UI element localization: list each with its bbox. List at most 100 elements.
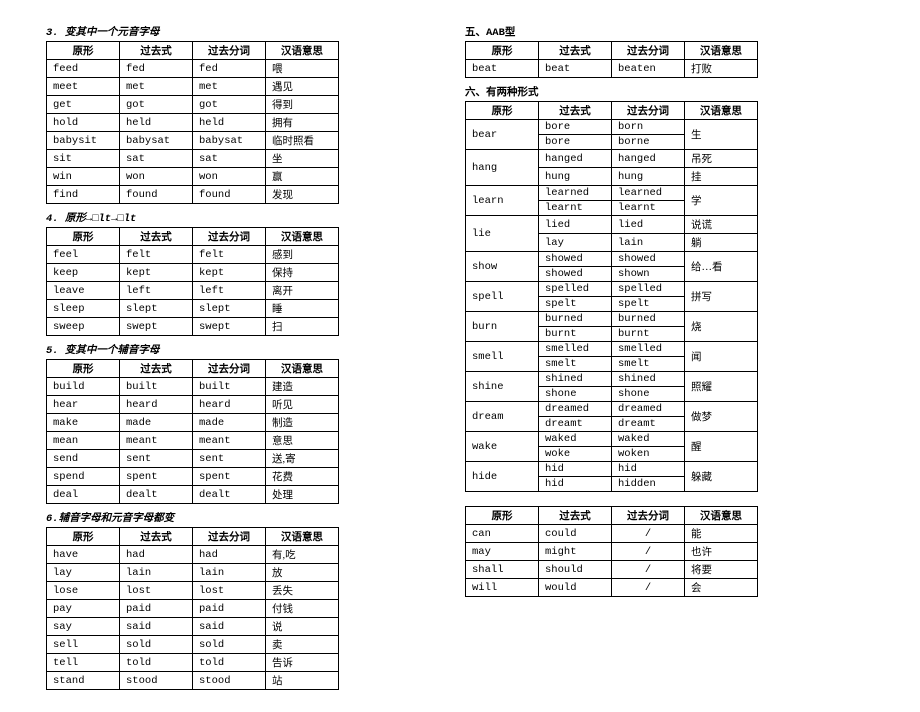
cell: dealt	[193, 486, 266, 504]
cell: stood	[193, 672, 266, 690]
cell: stand	[47, 672, 120, 690]
cell: spend	[47, 468, 120, 486]
cell-meaning: 照耀	[685, 372, 758, 402]
cell: sent	[193, 450, 266, 468]
table-row: willwould/会	[466, 579, 758, 597]
table-row: feedfedfed喂	[47, 60, 339, 78]
table-row: havehadhad有,吃	[47, 546, 339, 564]
cell-meaning: 学	[685, 186, 758, 216]
cell-meaning: 吊死	[685, 150, 758, 168]
table-row: sleepsleptslept睡	[47, 300, 339, 318]
table-row: spellspelledspelled拼写	[466, 282, 758, 297]
cell: smelt	[539, 357, 612, 372]
cell: waked	[612, 432, 685, 447]
right-column: 五、AAB型 原形过去式过去分词汉语意思 beatbeatbeaten打败 六、…	[459, 18, 758, 694]
cell: borne	[612, 135, 685, 150]
cell: sweep	[47, 318, 120, 336]
cell: might	[539, 543, 612, 561]
cell-base: shine	[466, 372, 539, 402]
cell: held	[193, 114, 266, 132]
cell: hanged	[539, 150, 612, 168]
table-row: feelfeltfelt感到	[47, 246, 339, 264]
cell: hid	[539, 477, 612, 492]
table-row: cancould/能	[466, 525, 758, 543]
cell: feed	[47, 60, 120, 78]
cell-base: hide	[466, 462, 539, 492]
cell-meaning: 放	[266, 564, 339, 582]
cell: spent	[193, 468, 266, 486]
cell: fed	[193, 60, 266, 78]
cell: meet	[47, 78, 120, 96]
cell: burnt	[539, 327, 612, 342]
table-row: loselostlost丢失	[47, 582, 339, 600]
cell: told	[120, 654, 193, 672]
cell: babysit	[47, 132, 120, 150]
cell-meaning: 得到	[266, 96, 339, 114]
cell-meaning: 说	[266, 618, 339, 636]
cell: had	[120, 546, 193, 564]
cell: got	[193, 96, 266, 114]
cell: sleep	[47, 300, 120, 318]
cell-meaning: 临时照看	[266, 132, 339, 150]
cell-meaning: 躲藏	[685, 462, 758, 492]
cell: lain	[612, 234, 685, 252]
cell: meant	[120, 432, 193, 450]
table-row: dreamdreameddreamed做梦	[466, 402, 758, 417]
cell: have	[47, 546, 120, 564]
table-row: sendsentsent送,寄	[47, 450, 339, 468]
cell-meaning: 拥有	[266, 114, 339, 132]
table-row: saysaidsaid说	[47, 618, 339, 636]
cell: felt	[120, 246, 193, 264]
cell: beat	[466, 60, 539, 78]
table-6: 原形过去式过去分词汉语意思 havehadhad有,吃laylainlain放l…	[46, 527, 339, 690]
cell: lay	[539, 234, 612, 252]
cell: lost	[120, 582, 193, 600]
cell-meaning: 有,吃	[266, 546, 339, 564]
cell: heard	[120, 396, 193, 414]
table-header: 原形过去式过去分词汉语意思	[47, 42, 339, 60]
cell-meaning: 闻	[685, 342, 758, 372]
cell-meaning: 挂	[685, 168, 758, 186]
cell: hid	[539, 462, 612, 477]
cell: beaten	[612, 60, 685, 78]
table-row: findfoundfound发现	[47, 186, 339, 204]
cell-meaning: 将要	[685, 561, 758, 579]
heading-5: 5. 变其中一个辅音字母	[46, 342, 339, 357]
table-row: shallshould/将要	[466, 561, 758, 579]
table-row: shineshinedshined照耀	[466, 372, 758, 387]
cell: swept	[120, 318, 193, 336]
cell: could	[539, 525, 612, 543]
cell: learned	[539, 186, 612, 201]
cell: dreamed	[539, 402, 612, 417]
cell: kept	[193, 264, 266, 282]
cell: bore	[539, 120, 612, 135]
cell: feel	[47, 246, 120, 264]
cell: pay	[47, 600, 120, 618]
cell-meaning: 遇见	[266, 78, 339, 96]
cell: born	[612, 120, 685, 135]
cell: waked	[539, 432, 612, 447]
cell-meaning: 赢	[266, 168, 339, 186]
table-row: sweepsweptswept扫	[47, 318, 339, 336]
cell: lied	[539, 216, 612, 234]
cell-meaning: 也许	[685, 543, 758, 561]
cell: learnt	[539, 201, 612, 216]
cell: dreamt	[612, 417, 685, 432]
table-row: laylainlain放	[47, 564, 339, 582]
table-row: telltoldtold告诉	[47, 654, 339, 672]
cell: had	[193, 546, 266, 564]
table-row: meetmetmet遇见	[47, 78, 339, 96]
cell-base: lie	[466, 216, 539, 252]
cell: get	[47, 96, 120, 114]
cell: built	[193, 378, 266, 396]
cell: fed	[120, 60, 193, 78]
cell: send	[47, 450, 120, 468]
cell: got	[120, 96, 193, 114]
cell: spelt	[612, 297, 685, 312]
table-4: 原形过去式过去分词汉语意思 feelfeltfelt感到keepkeptkept…	[46, 227, 339, 336]
left-column: 3. 变其中一个元音字母 原形过去式过去分词汉语意思 feedfedfed喂me…	[40, 18, 339, 694]
cell: lose	[47, 582, 120, 600]
cell: can	[466, 525, 539, 543]
cell: hung	[612, 168, 685, 186]
cell: shone	[612, 387, 685, 402]
